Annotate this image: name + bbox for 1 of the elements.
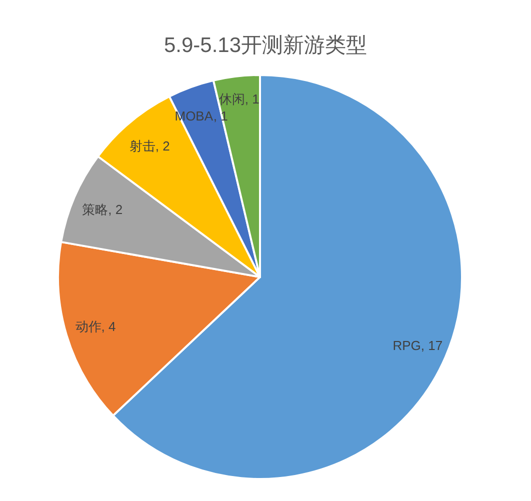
title: 5.9-5.13开测新游类型 [164, 34, 368, 57]
